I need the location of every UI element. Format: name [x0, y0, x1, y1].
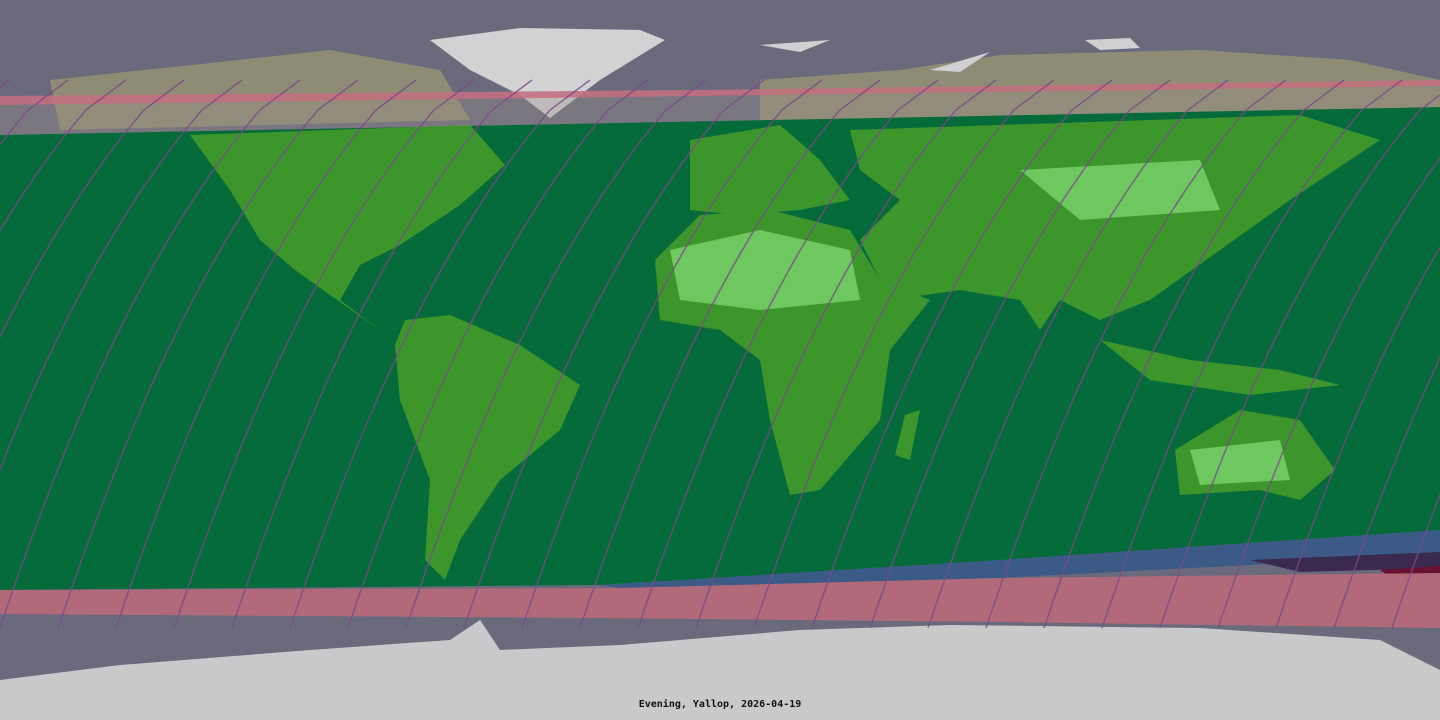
- contour-line: [1043, 79, 1345, 629]
- contour-line: [0, 79, 301, 629]
- contour-line: [405, 79, 707, 629]
- zone-haze-north: [0, 86, 1440, 135]
- contour-line: [753, 79, 1055, 629]
- contour-line: [0, 79, 185, 339]
- map-caption: Evening, Yallop, 2026-04-19: [638, 699, 802, 710]
- desert-highlights: [670, 160, 1290, 485]
- contour-line: [1217, 156, 1440, 629]
- contour-line: [1101, 79, 1403, 629]
- contour-line: [0, 79, 127, 232]
- zone-blue: [600, 530, 1440, 588]
- contour-line: [695, 79, 997, 629]
- contour-line: [579, 79, 881, 629]
- contour-line: [985, 79, 1287, 629]
- contour-line: [1275, 245, 1440, 629]
- contour-line: [0, 79, 243, 471]
- contour-line: [811, 79, 1113, 629]
- zone-pink-south: [0, 573, 1440, 628]
- contour-line: [115, 79, 417, 629]
- contour-line: [1333, 356, 1440, 629]
- contour-line: [869, 79, 1171, 629]
- contour-line: [347, 79, 649, 629]
- contour-line: [1391, 492, 1440, 629]
- antarctica: [0, 620, 1440, 720]
- contour-lines: [0, 79, 1440, 629]
- contour-line: [57, 79, 359, 629]
- zone-pink-north: [0, 80, 1440, 105]
- contour-line: [1159, 94, 1440, 629]
- greenland-ice: [430, 28, 665, 118]
- arctic-islands: [760, 38, 1140, 72]
- contour-line: [289, 79, 591, 629]
- contour-line: [173, 79, 475, 629]
- contour-line: [927, 79, 1229, 629]
- contour-line: [231, 79, 533, 629]
- contour-line: [637, 79, 939, 629]
- contour-line: [521, 79, 823, 629]
- contour-line: [463, 79, 765, 629]
